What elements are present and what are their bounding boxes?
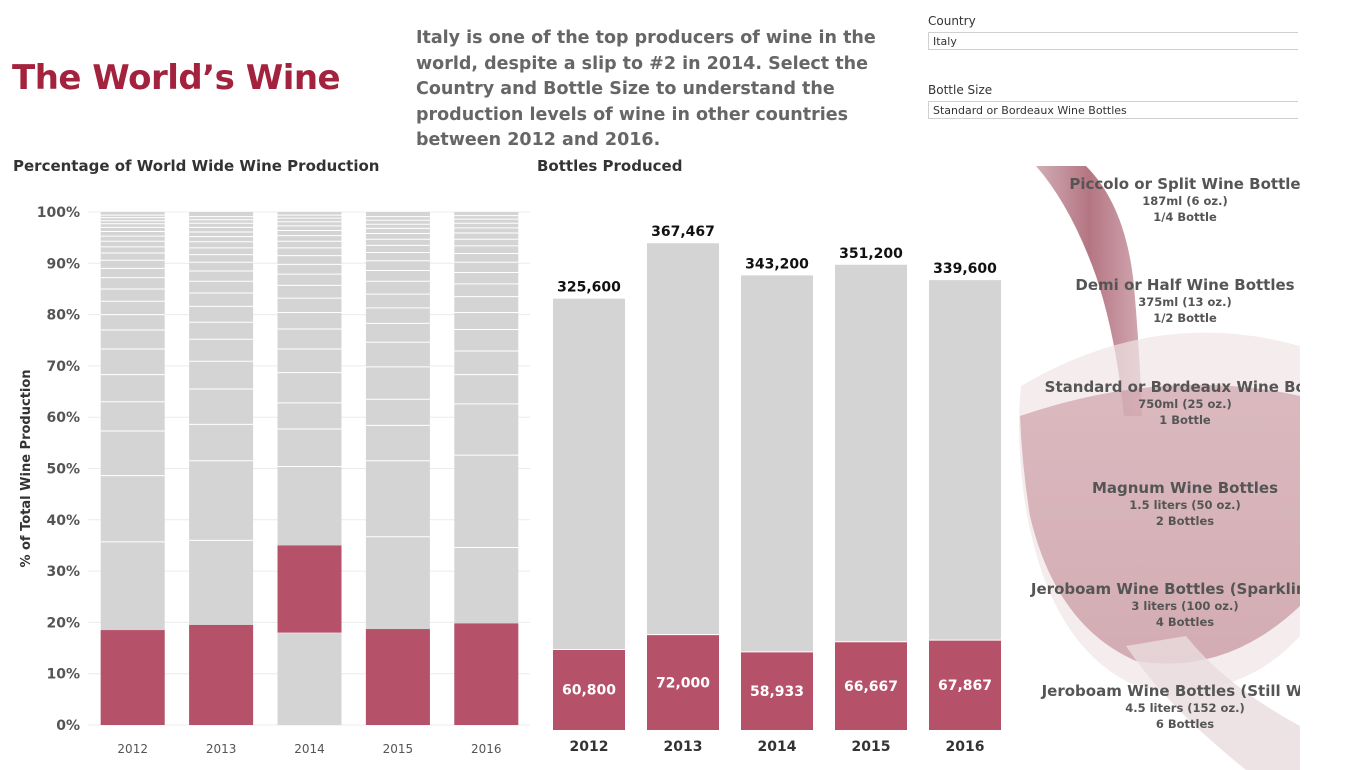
bottle-size-name: Magnum Wine Bottles xyxy=(1091,479,1279,497)
selected-value-label: 66,667 xyxy=(844,679,898,695)
bar-selected-country xyxy=(189,624,254,725)
y-tick-label: 90% xyxy=(46,256,80,272)
x-tick-label: 2013 xyxy=(206,742,237,756)
bottle-size-item[interactable]: Jeroboam Wine Bottles (Sparkling W3 lite… xyxy=(1020,580,1300,630)
total-value-label: 325,600 xyxy=(557,280,621,296)
selected-value-label: 58,933 xyxy=(750,684,804,700)
country-filter-label: Country xyxy=(928,14,976,28)
bar-selected-country xyxy=(553,649,625,730)
bottle-size-equivalent: 1/4 Bottle xyxy=(1153,210,1217,224)
y-tick-label: 80% xyxy=(46,308,80,324)
bottle-size-volume: 3 liters (100 oz.) xyxy=(1131,599,1239,613)
y-tick-label: 40% xyxy=(46,513,80,529)
dashboard-title: The World’s Wine xyxy=(12,58,341,98)
y-tick-label: 70% xyxy=(46,359,80,375)
bottle-size-equivalent: 1/2 Bottle xyxy=(1153,311,1217,325)
y-tick-label: 60% xyxy=(46,410,80,426)
bottle-size-equivalent: 1 Bottle xyxy=(1159,413,1211,427)
bar-selected-country xyxy=(277,545,342,633)
bottle-size-volume: 187ml (6 oz.) xyxy=(1142,194,1228,208)
y-tick-label: 100% xyxy=(37,205,80,221)
bottles-chart-title: Bottles Produced xyxy=(537,157,683,175)
x-tick-label: 2012 xyxy=(570,739,609,755)
y-axis-label: % of Total Wine Production xyxy=(19,369,34,567)
bottle-size-item[interactable]: Jeroboam Wine Bottles (Still Wine 4.5 lit… xyxy=(1020,682,1300,732)
bar-selected-country xyxy=(741,651,813,730)
y-tick-label: 0% xyxy=(56,718,80,734)
bottles-produced-chart: 325,600 60,800 2012 367,467 72,000 2013 343,20… xyxy=(553,224,1001,755)
x-tick-label: 2012 xyxy=(117,742,148,756)
intro-text: Italy is one of the top producers of win… xyxy=(416,28,876,150)
pct-chart-title: Percentage of World Wide Wine Production xyxy=(13,157,380,175)
x-tick-label: 2016 xyxy=(471,742,502,756)
x-tick-label: 2014 xyxy=(758,739,797,755)
bottle-size-item[interactable]: Magnum Wine Bottles 1.5 liters (50 oz.) 2 … xyxy=(1020,479,1300,529)
x-tick-label: 2014 xyxy=(294,742,325,756)
bottle-size-dropdown[interactable]: Standard or Bordeaux Wine Bottles xyxy=(928,101,1298,119)
bottle-size-name: Jeroboam Wine Bottles (Sparkling W xyxy=(1030,580,1300,598)
selected-value-label: 72,000 xyxy=(656,675,710,691)
bar-other-segment xyxy=(277,632,342,725)
bottle-size-item[interactable]: Piccolo or Split Wine Bottle 187ml (6 oz.… xyxy=(1020,175,1300,225)
y-tick-label: 20% xyxy=(46,615,80,631)
bar-selected-country xyxy=(365,629,430,725)
bar-selected-country xyxy=(647,634,719,730)
bottle-size-equivalent: 4 Bottles xyxy=(1155,615,1215,629)
bottle-size-name: Piccolo or Split Wine Bottle xyxy=(1069,175,1300,193)
x-tick-label: 2015 xyxy=(852,739,891,755)
country-dropdown[interactable]: Italy xyxy=(928,32,1298,50)
bar-selected-country xyxy=(835,641,907,730)
y-tick-label: 10% xyxy=(46,667,80,683)
bottle-size-volume: 1.5 liters (50 oz.) xyxy=(1129,498,1241,512)
total-value-label: 343,200 xyxy=(745,256,809,272)
bar-selected-country xyxy=(100,630,165,725)
bottle-size-volume: 750ml (25 oz.) xyxy=(1138,397,1232,411)
total-value-label: 351,200 xyxy=(839,246,903,262)
bottle-size-item[interactable]: Standard or Bordeaux Wine Bottl 750ml (25… xyxy=(1020,378,1300,428)
bottle-size-item[interactable]: Demi or Half Wine Bottles 375ml (13 oz.) 1… xyxy=(1020,276,1300,326)
bottle-size-volume: 4.5 liters (152 oz.) xyxy=(1125,701,1245,715)
bottle-size-name: Jeroboam Wine Bottles (Still Wine xyxy=(1041,682,1300,700)
y-tick-label: 50% xyxy=(46,462,80,478)
x-tick-label: 2016 xyxy=(946,739,985,755)
bottle-size-equivalent: 2 Bottles xyxy=(1155,514,1215,528)
bottle-size-name: Standard or Bordeaux Wine Bottl xyxy=(1044,378,1300,396)
bottle-size-name: Demi or Half Wine Bottles xyxy=(1075,276,1295,294)
total-value-label: 339,600 xyxy=(933,261,997,277)
bar-selected-country xyxy=(454,623,519,725)
bottle-list-clip: Piccolo or Split Wine Bottle 187ml (6 oz.… xyxy=(1020,175,1300,732)
bottle-size-volume: 375ml (13 oz.) xyxy=(1138,295,1232,309)
x-tick-label: 2013 xyxy=(664,739,703,755)
selected-value-label: 60,800 xyxy=(562,683,616,699)
bar-selected-country xyxy=(929,640,1001,730)
pct-production-chart: 0% 10% 20% 30% 40% 50% 60% 70% 80% 90% 100% % of To… xyxy=(19,205,530,756)
bottle-size-filter-label: Bottle Size xyxy=(928,83,993,97)
total-value-label: 367,467 xyxy=(651,224,715,240)
bottle-size-equivalent: 6 Bottles xyxy=(1155,717,1215,731)
wine-glass-image xyxy=(1016,166,1300,770)
selected-value-label: 67,867 xyxy=(938,678,992,694)
x-tick-label: 2015 xyxy=(383,742,414,756)
y-tick-label: 30% xyxy=(46,564,80,580)
